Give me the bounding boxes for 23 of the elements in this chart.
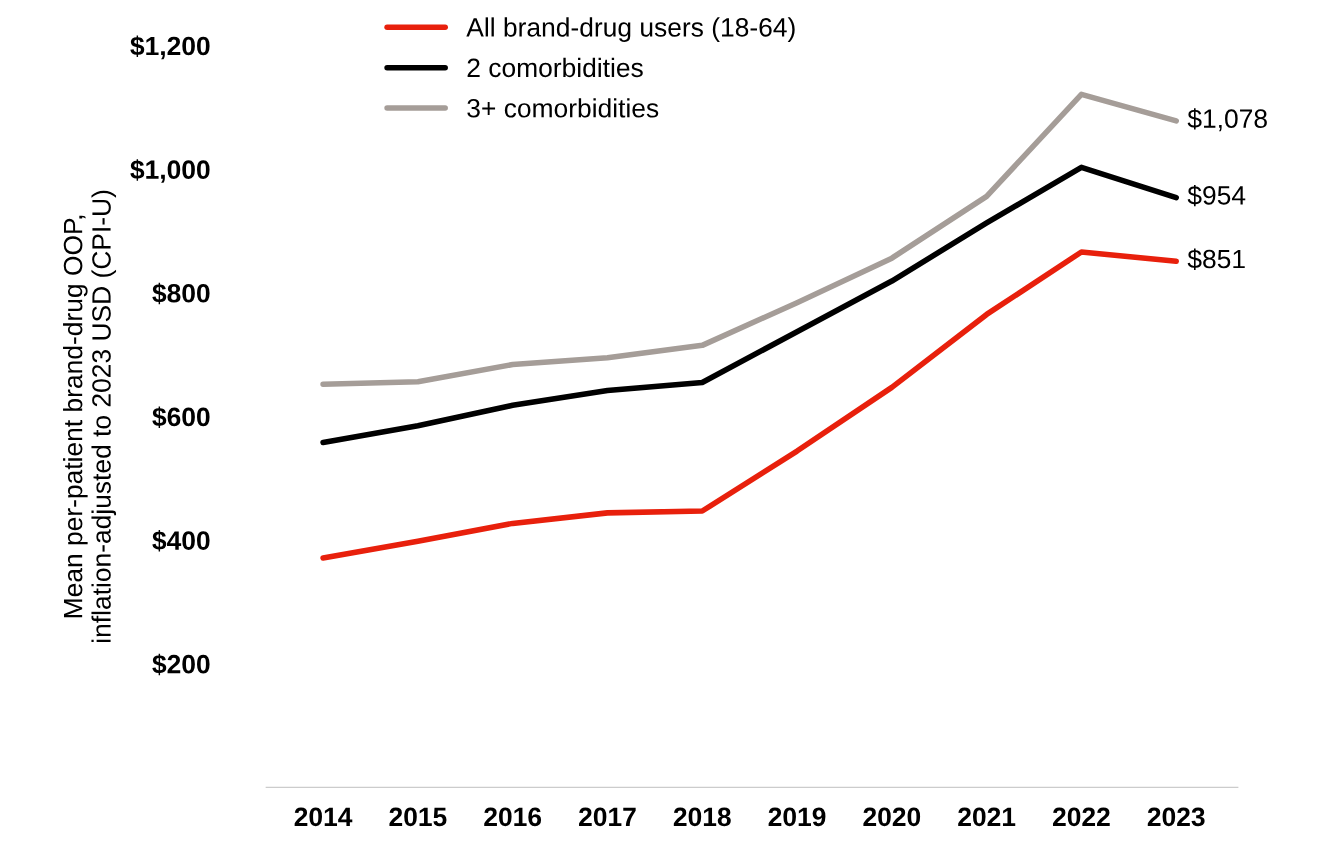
x-tick-label: 2016 [484, 807, 542, 827]
y-tick-label: $600 [152, 406, 210, 428]
y-tick-label: $1,200 [130, 35, 210, 60]
legend-label: All brand-drug users (18-64) [466, 17, 795, 42]
legend-label: 2 comorbidities [467, 57, 643, 78]
annotation: $851 [1187, 248, 1245, 270]
x-tick-label: 2017 [579, 807, 636, 827]
x-tick-label: 2021 [958, 807, 1016, 827]
x-tick-label: 2023 [1147, 807, 1205, 827]
annotation: $1,078 [1187, 108, 1267, 132]
y-tick-label: $400 [152, 530, 210, 552]
y-axis-title: Mean per-patient brand-drug OOP, inflation-adjusted to 2023 USD (CPI-U) [63, 190, 117, 643]
x-tick-label: 2020 [863, 807, 921, 827]
y-tick-label: $200 [152, 653, 210, 676]
y-tick-label: $800 [152, 282, 210, 305]
x-tick-label: 2014 [294, 807, 353, 827]
x-tick-label: 2018 [673, 807, 731, 827]
x-tick-label: 2019 [768, 807, 826, 827]
x-tick-label: 2022 [1052, 807, 1110, 827]
annotation: $954 [1187, 184, 1246, 207]
legend-label: 3+ comorbidities [467, 98, 659, 118]
x-tick-label: 2015 [389, 807, 447, 827]
y-tick-label: $1,000 [130, 159, 210, 183]
